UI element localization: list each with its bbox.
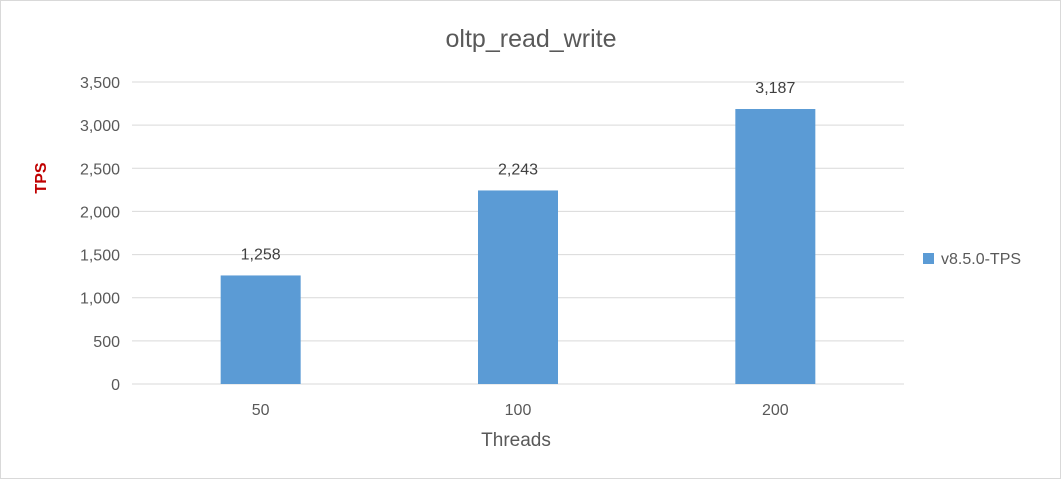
x-tick-label: 200	[762, 402, 789, 419]
data-labels: 1,258 2,243 3,187	[241, 80, 796, 263]
x-axis-title: Threads	[481, 430, 551, 451]
y-tick-label: 2,000	[80, 204, 120, 221]
bar-series	[220, 109, 816, 384]
bar	[735, 109, 816, 384]
x-tick-label: 100	[505, 402, 532, 419]
y-tick-label: 0	[111, 377, 120, 394]
bar	[220, 275, 301, 384]
legend: v8.5.0-TPS	[923, 251, 1021, 268]
y-axis-title: TPS	[33, 162, 50, 193]
x-tick-label: 50	[252, 402, 270, 419]
y-tick-label: 3,000	[80, 118, 120, 135]
data-label: 1,258	[241, 246, 281, 263]
legend-swatch	[923, 253, 934, 264]
data-label: 3,187	[755, 80, 795, 97]
data-label: 2,243	[498, 161, 538, 178]
y-tick-label: 1,000	[80, 291, 120, 308]
bar	[478, 190, 558, 384]
y-axis-ticks: 0 500 1,000 1,500 2,000 2,500 3,000 3,500	[80, 75, 120, 394]
y-tick-label: 2,500	[80, 161, 120, 178]
y-tick-label: 500	[93, 334, 120, 351]
chart-title: oltp_read_write	[446, 25, 617, 53]
legend-label: v8.5.0-TPS	[941, 251, 1021, 268]
y-tick-label: 1,500	[80, 248, 120, 265]
y-tick-label: 3,500	[80, 75, 120, 92]
x-axis-ticks: 50 100 200	[252, 402, 789, 419]
